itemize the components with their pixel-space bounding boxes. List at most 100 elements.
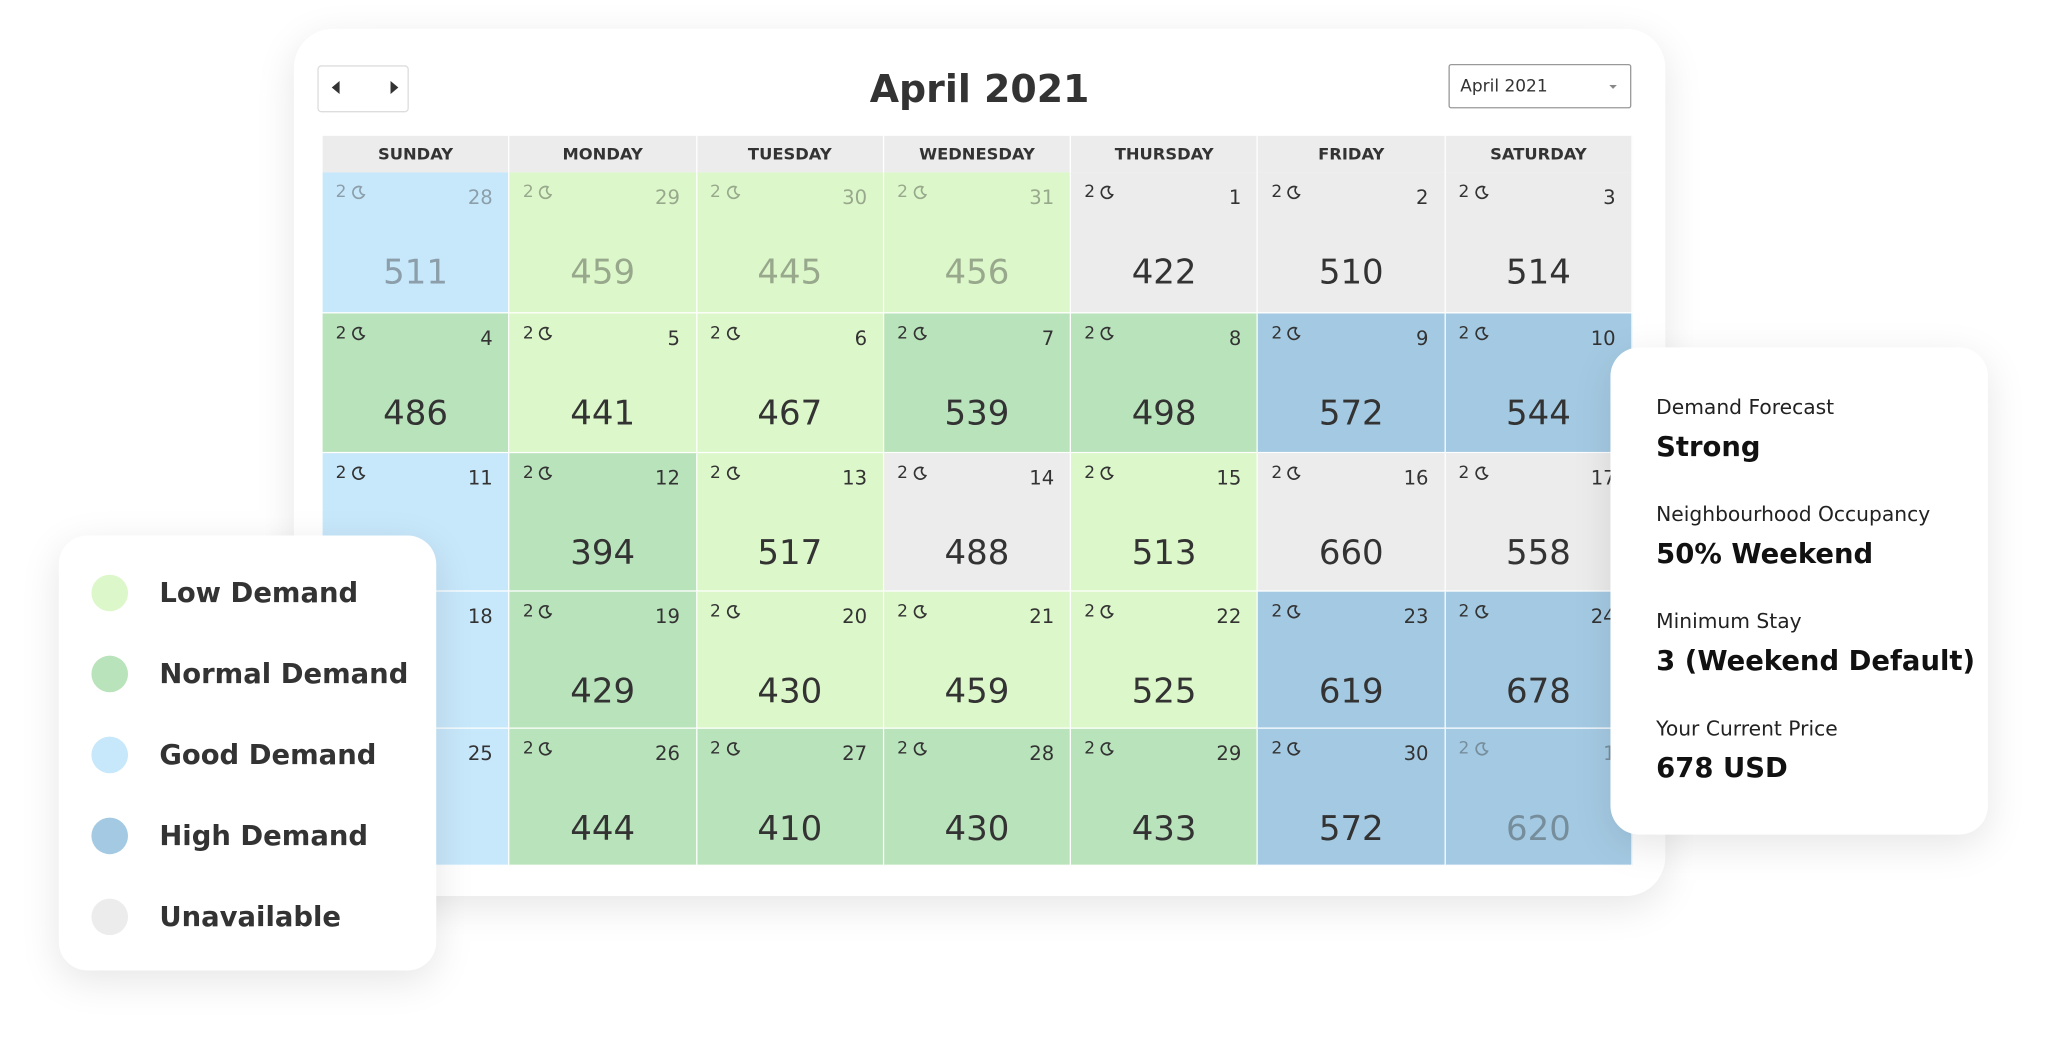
- info-value: 678 USD: [1656, 752, 1788, 784]
- day-number: 27: [842, 741, 868, 766]
- day-cell[interactable]: 2 2 510: [1258, 172, 1446, 314]
- day-cell[interactable]: 2 14 488: [884, 453, 1072, 592]
- moon-icon: [1287, 742, 1302, 756]
- nights-count: 2: [1458, 739, 1470, 759]
- day-number: 23: [1403, 604, 1429, 629]
- min-nights: 2: [1084, 739, 1115, 759]
- moon-icon: [1100, 604, 1115, 619]
- day-cell[interactable]: 2 13 517: [696, 453, 885, 592]
- nights-count: 2: [1271, 602, 1283, 622]
- day-number: 31: [1029, 185, 1055, 209]
- day-cell[interactable]: 2 10 544: [1445, 313, 1633, 454]
- nights-count: 2: [1271, 323, 1283, 344]
- day-number: 30: [1403, 741, 1429, 766]
- min-nights: 2: [335, 182, 366, 203]
- weekday-header: THURSDAY: [1071, 135, 1259, 173]
- moon-icon: [913, 604, 927, 619]
- day-cell[interactable]: 2 19 429: [509, 591, 697, 729]
- day-cell[interactable]: 2 28 430: [884, 728, 1072, 866]
- price: 459: [570, 253, 636, 293]
- price: 433: [1131, 809, 1197, 849]
- day-number: 20: [842, 604, 868, 629]
- day-cell[interactable]: 2 26 444: [509, 728, 697, 866]
- moon-icon: [726, 185, 740, 200]
- min-nights: 2: [897, 183, 927, 202]
- nights-count: 2: [709, 323, 721, 344]
- moon-icon: [1287, 185, 1302, 200]
- day-number: 16: [1403, 466, 1429, 490]
- min-nights: 2: [523, 324, 553, 344]
- day-cell[interactable]: 2 5 441: [509, 313, 697, 454]
- legend-dot: [91, 655, 128, 693]
- day-cell[interactable]: 2 17 558: [1445, 453, 1633, 592]
- moon-icon: [1474, 185, 1489, 200]
- day-cell[interactable]: 2 1 422: [1071, 172, 1259, 314]
- legend-label: Normal Demand: [159, 658, 409, 690]
- price: 441: [570, 394, 636, 434]
- day-number: 4: [480, 326, 493, 351]
- nights-count: 2: [709, 739, 721, 759]
- day-cell[interactable]: 2 16 660: [1258, 453, 1446, 592]
- day-number: 6: [854, 326, 868, 351]
- moon-icon: [1287, 466, 1302, 480]
- min-nights: 2: [336, 324, 366, 344]
- day-cell[interactable]: 2 4 486: [322, 313, 510, 454]
- moon-icon: [913, 742, 927, 756]
- nights-count: 2: [709, 182, 721, 203]
- day-cell[interactable]: 2 21 459: [884, 591, 1072, 729]
- nights-count: 2: [897, 739, 908, 759]
- day-cell[interactable]: 2 23 619: [1258, 591, 1446, 729]
- day-number: 24: [1590, 604, 1616, 629]
- day-cell[interactable]: 2 22 525: [1071, 591, 1259, 729]
- weekday-header: SATURDAY: [1445, 135, 1633, 173]
- prev-button[interactable]: [330, 80, 340, 95]
- moon-icon: [352, 466, 366, 480]
- day-cell[interactable]: 2 30 572: [1258, 728, 1446, 866]
- month-nav: [317, 65, 409, 113]
- min-nights: 2: [1084, 183, 1115, 202]
- price: 488: [944, 534, 1010, 574]
- moon-icon: [1474, 604, 1489, 619]
- day-number: 26: [654, 741, 680, 766]
- weekday-header: FRIDAY: [1258, 135, 1446, 173]
- day-number: 19: [654, 604, 680, 629]
- info-label: Minimum Stay: [1656, 609, 1802, 634]
- day-cell[interactable]: 2 12 394: [509, 453, 697, 592]
- day-cell[interactable]: 2 27 410: [696, 728, 885, 866]
- day-cell[interactable]: 2 29 459: [509, 172, 697, 314]
- weekday-header: TUESDAY: [696, 135, 885, 173]
- day-cell[interactable]: 2 15 513: [1071, 453, 1259, 592]
- day-number: 29: [1216, 741, 1242, 766]
- legend-label: Good Demand: [159, 739, 377, 771]
- day-number: 25: [467, 741, 493, 766]
- price: 660: [1318, 534, 1384, 574]
- day-cell[interactable]: 2 9 572: [1258, 313, 1446, 454]
- info-card: Demand Forecast Strong Neighbourhood Occup…: [1610, 347, 1988, 835]
- day-cell[interactable]: 2 20 430: [696, 591, 885, 729]
- day-cell[interactable]: 2 29 433: [1071, 728, 1259, 866]
- day-cell[interactable]: 2 30 445: [696, 172, 885, 314]
- next-button[interactable]: [389, 80, 399, 95]
- nights-count: 2: [335, 182, 347, 203]
- price: 422: [1131, 253, 1197, 293]
- day-cell[interactable]: 2 1 620: [1445, 728, 1633, 866]
- day-cell[interactable]: 2 3 514: [1445, 172, 1633, 314]
- min-nights: 2: [709, 323, 740, 344]
- month-dropdown[interactable]: April 2021: [1448, 63, 1632, 109]
- min-nights: 2: [710, 602, 740, 622]
- dropdown-caret: [1609, 84, 1617, 89]
- day-cell[interactable]: 2 8 498: [1071, 313, 1259, 454]
- moon-icon: [1474, 742, 1489, 756]
- day-cell[interactable]: 2 7 539: [884, 313, 1072, 454]
- day-cell[interactable]: 2 28 511: [322, 172, 510, 314]
- nights-count: 2: [1084, 323, 1096, 344]
- moon-icon: [726, 742, 740, 756]
- day-number: 10: [1590, 326, 1616, 351]
- day-cell[interactable]: 2 31 456: [884, 172, 1072, 314]
- min-nights: 2: [710, 464, 740, 483]
- legend-label: Unavailable: [159, 901, 341, 933]
- day-cell[interactable]: 2 24 678: [1445, 591, 1633, 729]
- day-cell[interactable]: 2 6 467: [696, 313, 885, 454]
- legend-card: Low Demand Normal Demand Good Demand High D…: [58, 535, 437, 971]
- price: 678: [1505, 672, 1571, 712]
